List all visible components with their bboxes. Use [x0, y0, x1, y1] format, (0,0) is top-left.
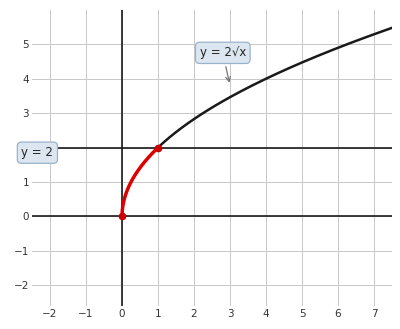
Text: y = 2√x: y = 2√x [200, 46, 246, 82]
Text: y = 2: y = 2 [22, 146, 53, 159]
